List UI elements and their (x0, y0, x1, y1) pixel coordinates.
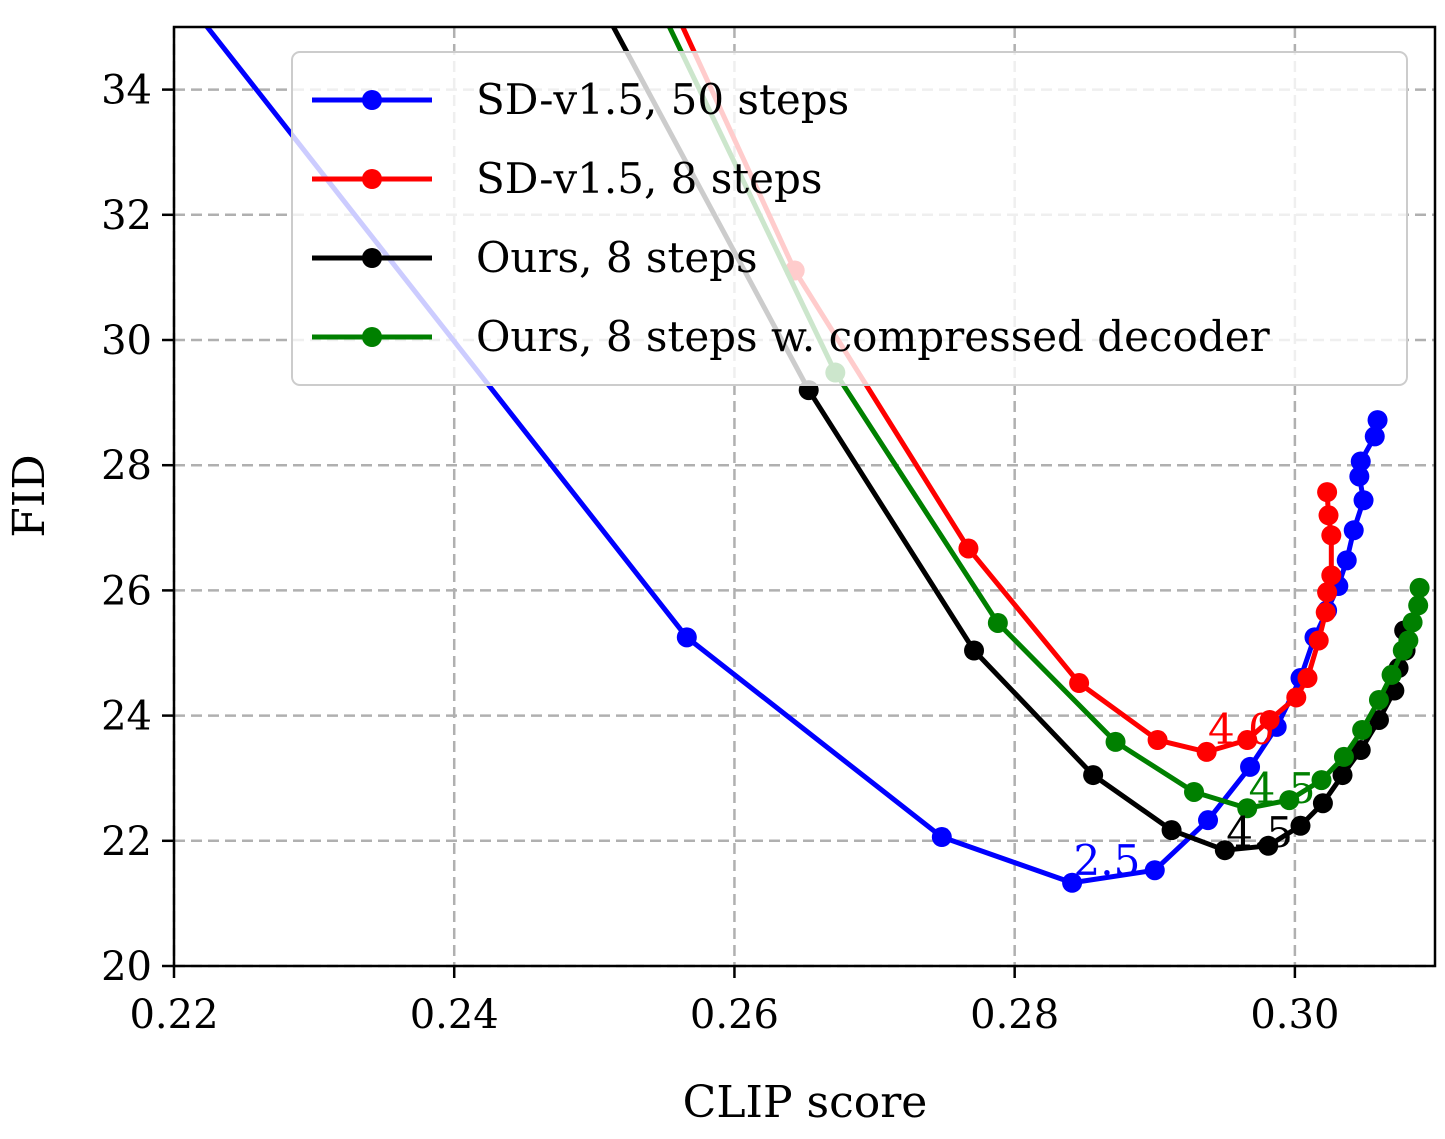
series-1 (680, 27, 1342, 762)
data-point (1349, 466, 1370, 487)
data-point (1259, 709, 1280, 730)
y-tick-label: 30 (101, 318, 152, 364)
y-tick-label: 34 (101, 68, 152, 114)
data-point (1402, 612, 1423, 633)
data-point (1198, 810, 1219, 831)
legend-label: SD-v1.5, 50 steps (476, 75, 849, 124)
data-point (1350, 740, 1371, 761)
legend-box (291, 51, 1408, 386)
data-point (1353, 490, 1374, 511)
x-tick-label: 0.26 (690, 992, 779, 1038)
legend-entry: Ours, 8 steps (312, 233, 758, 282)
data-point (1381, 664, 1402, 685)
data-point (1317, 582, 1338, 603)
data-point (1368, 709, 1389, 730)
data-point (1336, 550, 1357, 571)
data-point (1214, 840, 1235, 861)
data-point (987, 612, 1008, 633)
axis-ticks: 0.22 0.24 0.26 0.28 0.30 20 22 24 26 28 30 32 34 (101, 68, 1339, 1038)
data-point (1286, 687, 1307, 708)
legend-entry: SD-v1.5, 8 steps (312, 154, 822, 203)
data-point (1237, 730, 1258, 751)
x-axis-label: CLIP score (683, 1077, 928, 1128)
annotation-label: 2.5 (1074, 836, 1141, 885)
data-point (1321, 525, 1342, 546)
legend-entry: SD-v1.5, 50 steps (312, 75, 849, 124)
legend-swatch-marker (362, 327, 382, 347)
x-tick-label: 0.24 (410, 992, 499, 1038)
data-point (1350, 451, 1371, 472)
x-tick-label: 0.28 (970, 992, 1059, 1038)
data-point (1147, 730, 1168, 751)
data-point (1321, 565, 1342, 586)
data-point (1368, 689, 1389, 710)
legend-swatch-marker (362, 248, 382, 268)
data-point (1237, 798, 1258, 819)
x-tick-label: 0.30 (1250, 992, 1339, 1038)
data-point (1144, 860, 1165, 881)
data-point (1297, 668, 1318, 689)
data-point (1312, 793, 1333, 814)
y-tick-label: 20 (101, 944, 152, 990)
legend-label: Ours, 8 steps (476, 233, 758, 282)
data-point (1083, 765, 1104, 786)
data-point (676, 627, 697, 648)
data-point (931, 827, 952, 848)
data-point (958, 538, 979, 559)
data-point (1384, 680, 1405, 701)
data-point (1161, 820, 1182, 841)
data-point (1332, 765, 1353, 786)
plot-lines (204, 27, 1430, 893)
data-point (1352, 719, 1373, 740)
legend-swatch-marker (362, 169, 382, 189)
data-point (1408, 595, 1429, 616)
data-point (1069, 673, 1090, 694)
annotation-label: 4.5 (1249, 764, 1316, 813)
legend-label: SD-v1.5, 8 steps (476, 154, 822, 203)
legend-swatch-marker (362, 90, 382, 110)
data-point (1317, 482, 1338, 503)
data-point (1343, 520, 1364, 541)
x-tick-label: 0.22 (129, 992, 218, 1038)
annotation-label: 4.0 (1208, 705, 1275, 754)
data-point (1311, 770, 1332, 791)
y-axis-label: FID (4, 454, 55, 537)
data-point (1333, 746, 1354, 767)
data-point (1409, 577, 1430, 598)
data-point (1398, 630, 1419, 651)
data-point (1062, 872, 1083, 893)
y-tick-label: 28 (101, 443, 152, 489)
data-point (1308, 630, 1329, 651)
data-point (1318, 505, 1339, 526)
data-point (1240, 756, 1261, 777)
data-point (964, 640, 985, 661)
data-point (1258, 835, 1279, 856)
data-point (1184, 781, 1205, 802)
plot-frame (172, 25, 1437, 968)
legend-label: Ours, 8 steps w. compressed decoder (476, 312, 1271, 361)
annotations: 2.5 4.0 4.54.5 (1074, 705, 1316, 885)
data-point (1315, 602, 1336, 623)
data-point (1196, 741, 1217, 762)
legend: SD-v1.5, 50 steps SD-v1.5, 8 steps Ours, 8… (291, 51, 1408, 386)
y-tick-label: 32 (101, 193, 152, 239)
data-point (1105, 731, 1126, 752)
data-point (1364, 426, 1385, 447)
data-point (1290, 815, 1311, 836)
y-tick-label: 22 (101, 819, 152, 865)
legend-entry: Ours, 8 steps w. compressed decoder (312, 312, 1271, 361)
series-3 (666, 27, 1430, 819)
data-point (1367, 410, 1388, 431)
y-tick-label: 26 (101, 568, 152, 614)
y-tick-label: 24 (101, 694, 152, 740)
data-point (1279, 790, 1300, 811)
annotation-label: 4.5 (1226, 808, 1293, 857)
